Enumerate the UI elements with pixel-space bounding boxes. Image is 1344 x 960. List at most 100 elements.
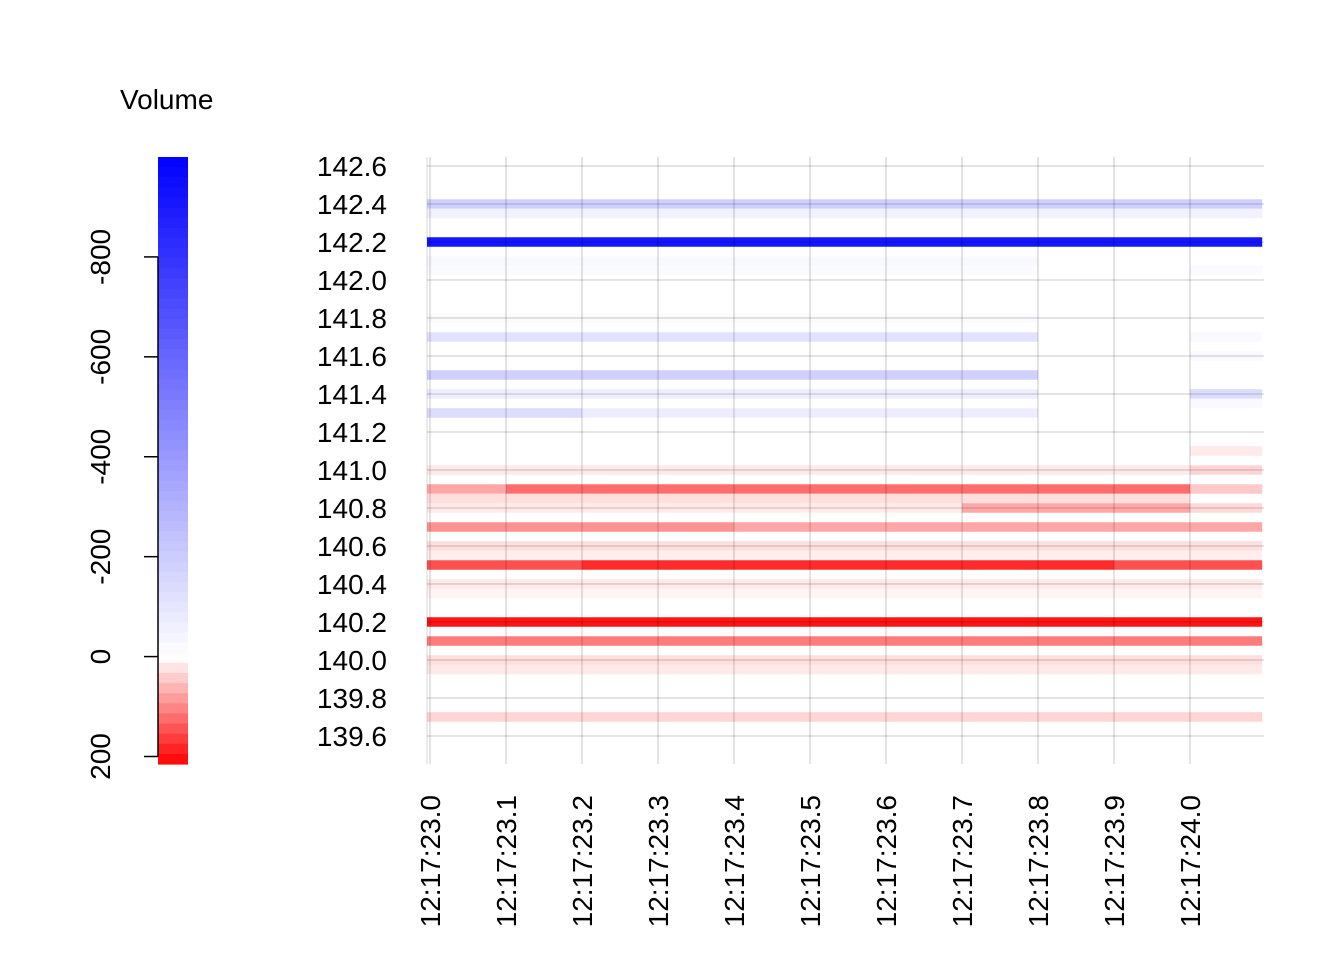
grid-lines <box>426 157 1264 764</box>
legend-color-step <box>158 430 188 441</box>
legend-color-step <box>158 389 188 401</box>
heatmap-cell <box>427 389 1038 399</box>
x-tick-label: 12:17:24.0 <box>1175 795 1206 927</box>
heatmap-cell <box>427 550 1263 561</box>
heatmap-cell <box>427 313 1038 323</box>
legend-color-step <box>158 460 188 472</box>
heatmap-cells <box>427 199 1263 722</box>
legend-tick-label: 0 <box>85 649 116 665</box>
legend-color-step <box>158 359 188 371</box>
heatmap-cell <box>1190 465 1263 475</box>
heatmap-cell <box>427 208 1263 219</box>
y-tick-label: 139.6 <box>317 721 387 752</box>
heatmap-cell <box>427 493 1190 504</box>
legend-color-step <box>158 683 188 694</box>
legend-color-step <box>158 288 188 300</box>
legend-color-step <box>158 662 188 674</box>
legend-tick-label: -800 <box>85 229 116 285</box>
heatmap-cell <box>427 617 1263 627</box>
heatmap-cell <box>1190 446 1263 456</box>
legend-color-step <box>158 531 188 543</box>
legend-color-step <box>158 237 188 249</box>
heatmap-cell <box>1190 265 1263 276</box>
legend-color-step <box>158 207 188 219</box>
heatmap-cell <box>427 484 506 494</box>
x-tick-label: 12:17:23.4 <box>719 795 750 927</box>
legend-color-step <box>158 308 188 320</box>
y-tick-label: 142.2 <box>317 227 387 258</box>
y-tick-label: 141.2 <box>317 417 387 448</box>
y-axis: 142.6 142.4 142.2 142.0 141.8 141.6 141.4 141.2… <box>317 151 387 752</box>
y-tick-label: 142.6 <box>317 151 387 182</box>
legend-color-step <box>158 642 188 654</box>
legend-color-step <box>158 703 188 715</box>
legend-color-step <box>158 652 188 664</box>
y-tick-label: 142.0 <box>317 265 387 296</box>
x-tick-label: 12:17:23.2 <box>567 795 598 927</box>
legend-color-step <box>158 268 188 279</box>
legend-color-step <box>158 571 188 583</box>
heatmap-cell <box>427 560 582 570</box>
x-tick-label: 12:17:23.6 <box>871 795 902 927</box>
y-tick-label: 140.4 <box>317 569 387 600</box>
heatmap-cell <box>1190 398 1263 409</box>
heatmap-cell <box>427 408 582 418</box>
y-tick-label: 142.4 <box>317 189 387 220</box>
legend-color-step <box>158 258 188 269</box>
legend-color-step <box>158 450 188 462</box>
heatmap-cell <box>427 199 1263 209</box>
legend-color-step <box>158 167 188 178</box>
heatmap-cell <box>427 541 1263 551</box>
heatmap-cell <box>427 370 1038 380</box>
legend-color-step <box>158 187 188 199</box>
legend-color-step <box>158 248 188 259</box>
legend-color-step <box>158 409 188 421</box>
heatmap-cell <box>427 332 1038 342</box>
heatmap-cell <box>427 655 1263 665</box>
legend-color-step <box>158 177 188 188</box>
x-axis: 12:17:23.0 12:17:23.1 12:17:23.2 12:17:23.3… <box>415 795 1206 927</box>
y-tick-label: 141.8 <box>317 303 387 334</box>
legend-color-step <box>158 328 188 340</box>
legend-tick-label: -400 <box>85 429 116 485</box>
y-tick-label: 140.6 <box>317 531 387 562</box>
legend-color-step <box>158 733 188 745</box>
heatmap-cell <box>427 588 1263 599</box>
heatmap-cell <box>427 579 1263 589</box>
y-tick-label: 140.8 <box>317 493 387 524</box>
heatmap-cell <box>582 560 1114 570</box>
y-tick-label: 141.6 <box>317 341 387 372</box>
legend-color-step <box>158 602 188 613</box>
color-legend-bar <box>158 157 188 765</box>
legend-color-step <box>158 480 188 492</box>
legend-tick-label: -200 <box>85 529 116 585</box>
heatmap-cell <box>427 712 1263 722</box>
heatmap-cell <box>427 522 734 532</box>
legend-color-step <box>158 157 188 168</box>
legend-color-step <box>158 511 188 522</box>
heatmap-cell <box>1114 560 1263 570</box>
legend-color-step <box>158 693 188 704</box>
legend-color-step <box>158 551 188 563</box>
x-tick-label: 12:17:23.3 <box>643 795 674 927</box>
heatmap-cell <box>427 664 1263 675</box>
x-tick-label: 12:17:23.1 <box>491 795 522 927</box>
y-tick-label: 141.4 <box>317 379 387 410</box>
legend-color-step <box>158 743 188 755</box>
legend-color-step <box>158 672 188 684</box>
x-tick-label: 12:17:23.9 <box>1099 795 1130 927</box>
legend-color-step <box>158 561 188 573</box>
heatmap-cell <box>1190 332 1263 342</box>
y-tick-label: 139.8 <box>317 683 387 714</box>
heatmap-cell <box>1190 484 1263 494</box>
legend-title: Volume <box>120 84 214 115</box>
legend-color-step <box>158 723 188 735</box>
heatmap-cell <box>427 265 1038 276</box>
y-tick-label: 140.2 <box>317 607 387 638</box>
legend-color-step <box>158 399 188 411</box>
heatmap-cell <box>427 636 1263 646</box>
heatmap-cell <box>962 503 1190 513</box>
legend-color-step <box>158 278 188 290</box>
y-tick-label: 140.0 <box>317 645 387 676</box>
